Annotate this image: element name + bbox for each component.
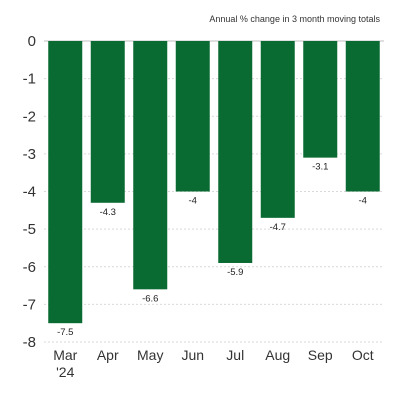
data-label: -3.1 (312, 162, 328, 173)
y-tick-label: -5 (23, 221, 36, 238)
x-tick-label: Oct (352, 347, 374, 363)
data-label: -4 (359, 196, 367, 207)
y-tick-label: -7 (23, 296, 36, 313)
x-tick-label: Aug (265, 347, 290, 363)
data-label: -6.6 (142, 293, 158, 304)
chart-subtitle: Annual % change in 3 month moving totals (209, 14, 380, 24)
x-tick-label: Apr (97, 347, 119, 363)
y-tick-label: -8 (23, 334, 36, 351)
bar (218, 41, 253, 263)
data-label: -5.9 (227, 267, 243, 278)
bar (48, 41, 83, 324)
y-tick-label: -6 (23, 259, 36, 276)
bar (175, 41, 210, 192)
x-tick-label: Mar (53, 347, 77, 363)
data-label: -4.7 (270, 222, 286, 233)
bar (260, 41, 295, 218)
bars (48, 41, 380, 324)
x-tick-label: May (137, 347, 163, 363)
data-label: -4 (189, 196, 197, 207)
x-tick-label: Sep (308, 347, 333, 363)
x-tick-sublabel: '24 (56, 364, 74, 380)
y-tick-label: -2 (23, 108, 36, 125)
bar (303, 41, 338, 158)
y-tick-label: -1 (23, 71, 36, 88)
data-labels: -7.5 -4.3 -6.6 -4 -5.9 -4.7 -3.1 -4 (57, 162, 367, 339)
bar (90, 41, 125, 203)
data-label: -7.5 (57, 327, 73, 338)
bar (345, 41, 380, 192)
y-tick-label: -3 (23, 146, 36, 163)
x-tick-label: Jul (226, 347, 244, 363)
x-axis-ticks: Mar'24 Apr May Jun Jul Aug Sep Oct (53, 347, 374, 380)
bar (133, 41, 168, 290)
x-tick-label: Jun (181, 347, 204, 363)
data-label: -4.3 (100, 207, 116, 218)
y-tick-label: 0 (28, 33, 36, 50)
y-tick-label: -4 (23, 184, 36, 201)
y-axis-ticks: 0 -1 -2 -3 -4 -5 -6 -7 -8 (23, 33, 36, 351)
